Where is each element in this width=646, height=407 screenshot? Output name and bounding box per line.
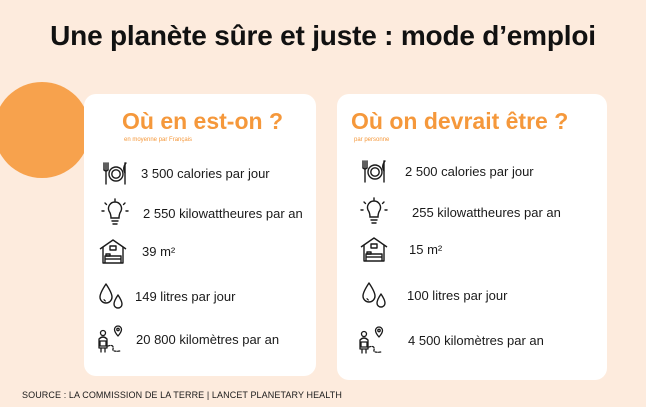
water-drops-icon — [96, 281, 126, 311]
page-title: Une planète sûre et juste : mode d’emplo… — [50, 20, 596, 51]
source-caption: SOURCE : LA COMMISSION DE LA TERRE | LAN… — [22, 390, 342, 400]
card-subheading: en moyenne par Français — [124, 137, 193, 143]
house-icon — [98, 236, 128, 266]
list-item-energy: 255 kilowattheures par an — [337, 197, 607, 231]
list-item-travel: 20 800 kilomètres par an — [84, 324, 316, 358]
item-value: 20 800 kilomètres par an — [136, 332, 280, 347]
travel-icon — [94, 324, 124, 354]
water-drops-icon — [359, 280, 389, 310]
item-value: 2 550 kilowattheures par an — [143, 206, 303, 221]
list-item-food: 2 500 calories par jour — [337, 156, 607, 190]
plate-icon — [359, 156, 389, 186]
list-item-housing: 39 m² — [84, 236, 316, 270]
item-value: 39 m² — [142, 244, 176, 259]
decorative-circle — [0, 82, 90, 178]
plate-icon — [100, 158, 130, 188]
card-subheading: par personne — [354, 137, 390, 143]
list-item-energy: 2 550 kilowattheures par an — [84, 198, 316, 232]
lightbulb-icon — [359, 197, 389, 227]
item-value: 255 kilowattheures par an — [412, 205, 561, 220]
list-item-housing: 15 m² — [337, 234, 607, 268]
lightbulb-icon — [100, 198, 130, 228]
current-situation-card: Où en est-on ? en moyenne par Français 3… — [84, 94, 316, 376]
target-situation-card: Où on devrait être ? par personne 2 500 … — [337, 94, 607, 380]
list-item-water: 149 litres par jour — [84, 281, 316, 315]
item-value: 2 500 calories par jour — [405, 164, 534, 179]
item-value: 100 litres par jour — [407, 288, 508, 303]
card-heading: Où on devrait être ? — [351, 108, 569, 134]
item-value: 149 litres par jour — [135, 289, 236, 304]
list-item-travel: 4 500 kilomètres par an — [337, 325, 607, 359]
item-value: 3 500 calories par jour — [141, 166, 270, 181]
list-item-water: 100 litres par jour — [337, 280, 607, 314]
item-value: 4 500 kilomètres par an — [408, 333, 544, 348]
house-icon — [359, 234, 389, 264]
card-heading: Où en est-on ? — [122, 108, 283, 134]
item-value: 15 m² — [409, 242, 443, 257]
list-item-food: 3 500 calories par jour — [84, 158, 316, 192]
travel-icon — [355, 325, 385, 355]
